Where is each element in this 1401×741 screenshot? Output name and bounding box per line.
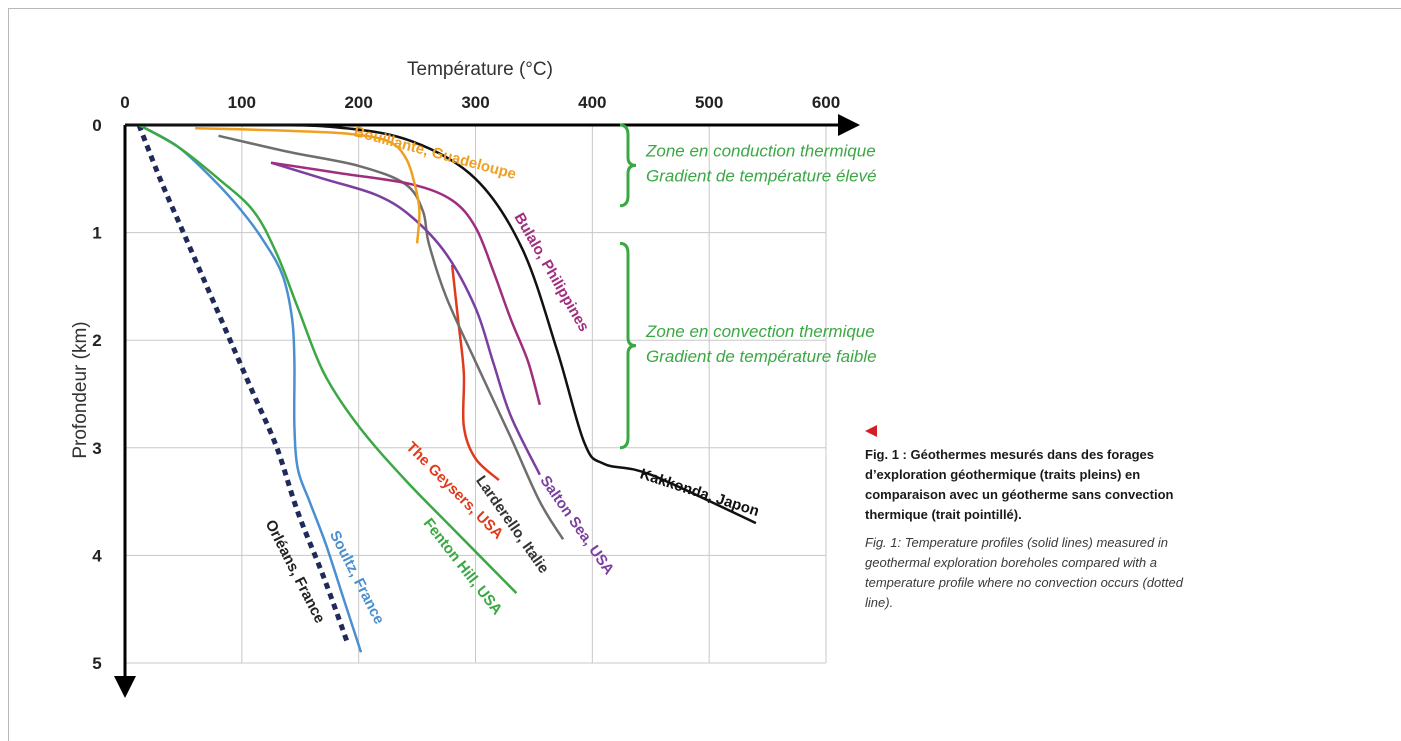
caption-french: Fig. 1 : Géothermes mesurés dans des for… — [865, 447, 1174, 522]
x-tick-label: 400 — [578, 93, 606, 112]
series-line-the-geysers-usa — [450, 264, 500, 482]
series-label-kakkonda-japon: Kakkonda, Japon — [638, 466, 761, 521]
x-axis-title: Température (°C) — [407, 59, 553, 80]
series-line-salton-sea-usa — [270, 161, 541, 476]
y-axis-arrow-icon — [114, 676, 136, 698]
y-tick-label: 2 — [92, 331, 101, 350]
y-tick-label: 4 — [92, 546, 102, 565]
series-lines — [124, 123, 757, 653]
series-label-bulalo-philippines: Bulalo, Philippines — [511, 210, 593, 335]
zone-annotations: Zone en conduction thermique Gradient de … — [619, 123, 877, 450]
figure-caption: Fig. 1 : Géothermes mesurés dans des for… — [865, 425, 1195, 613]
grid-lines — [125, 125, 827, 664]
series-label-orleans-france: Orléans, France — [262, 517, 329, 626]
series-line-orleans-france — [136, 124, 350, 643]
y-tick-label: 3 — [92, 439, 101, 458]
zone-bracket-1 — [619, 123, 637, 208]
series-line-larderello-italie — [218, 134, 565, 540]
figure-frame — [8, 8, 1401, 741]
x-tick-label: 0 — [120, 93, 129, 112]
tick-labels: 0 100 200 300 400 500 600 0 1 2 3 4 5 — [92, 93, 840, 673]
series-line-fenton-hill-usa — [138, 123, 518, 594]
zone-label-line-2: Gradient de température faible — [646, 347, 877, 366]
x-tick-label: 500 — [695, 93, 723, 112]
series-line-soultz-france — [138, 123, 363, 653]
y-tick-label: 5 — [92, 654, 101, 673]
y-tick-label: 0 — [92, 116, 101, 135]
x-tick-label: 300 — [461, 93, 489, 112]
zone-label-line-1: Zone en convection thermique — [645, 322, 875, 341]
series-line-bulalo-philippines — [270, 161, 542, 406]
x-tick-label: 200 — [344, 93, 372, 112]
x-axis-arrow-icon — [838, 114, 860, 136]
series-label-bouillante-guadeloupe: Bouillante, Guadeloupe — [352, 123, 518, 183]
series-line-bouillante-guadeloupe — [195, 126, 421, 244]
x-tick-label: 100 — [228, 93, 256, 112]
caption-triangle-icon — [865, 425, 877, 437]
y-axis-title: Profondeur (km) — [70, 321, 91, 458]
caption-english: Fig. 1: Temperature profiles (solid line… — [865, 535, 1183, 610]
series-line-kakkonda-japon — [124, 123, 757, 525]
x-tick-label: 600 — [812, 93, 840, 112]
y-tick-label: 1 — [92, 224, 101, 243]
series-label-soultz-france: Soultz, France — [326, 528, 388, 627]
zone-bracket-2 — [619, 241, 637, 450]
zone-label-line-2: Gradient de température élevé — [646, 166, 877, 185]
zone-label-line-1: Zone en conduction thermique — [645, 141, 876, 160]
